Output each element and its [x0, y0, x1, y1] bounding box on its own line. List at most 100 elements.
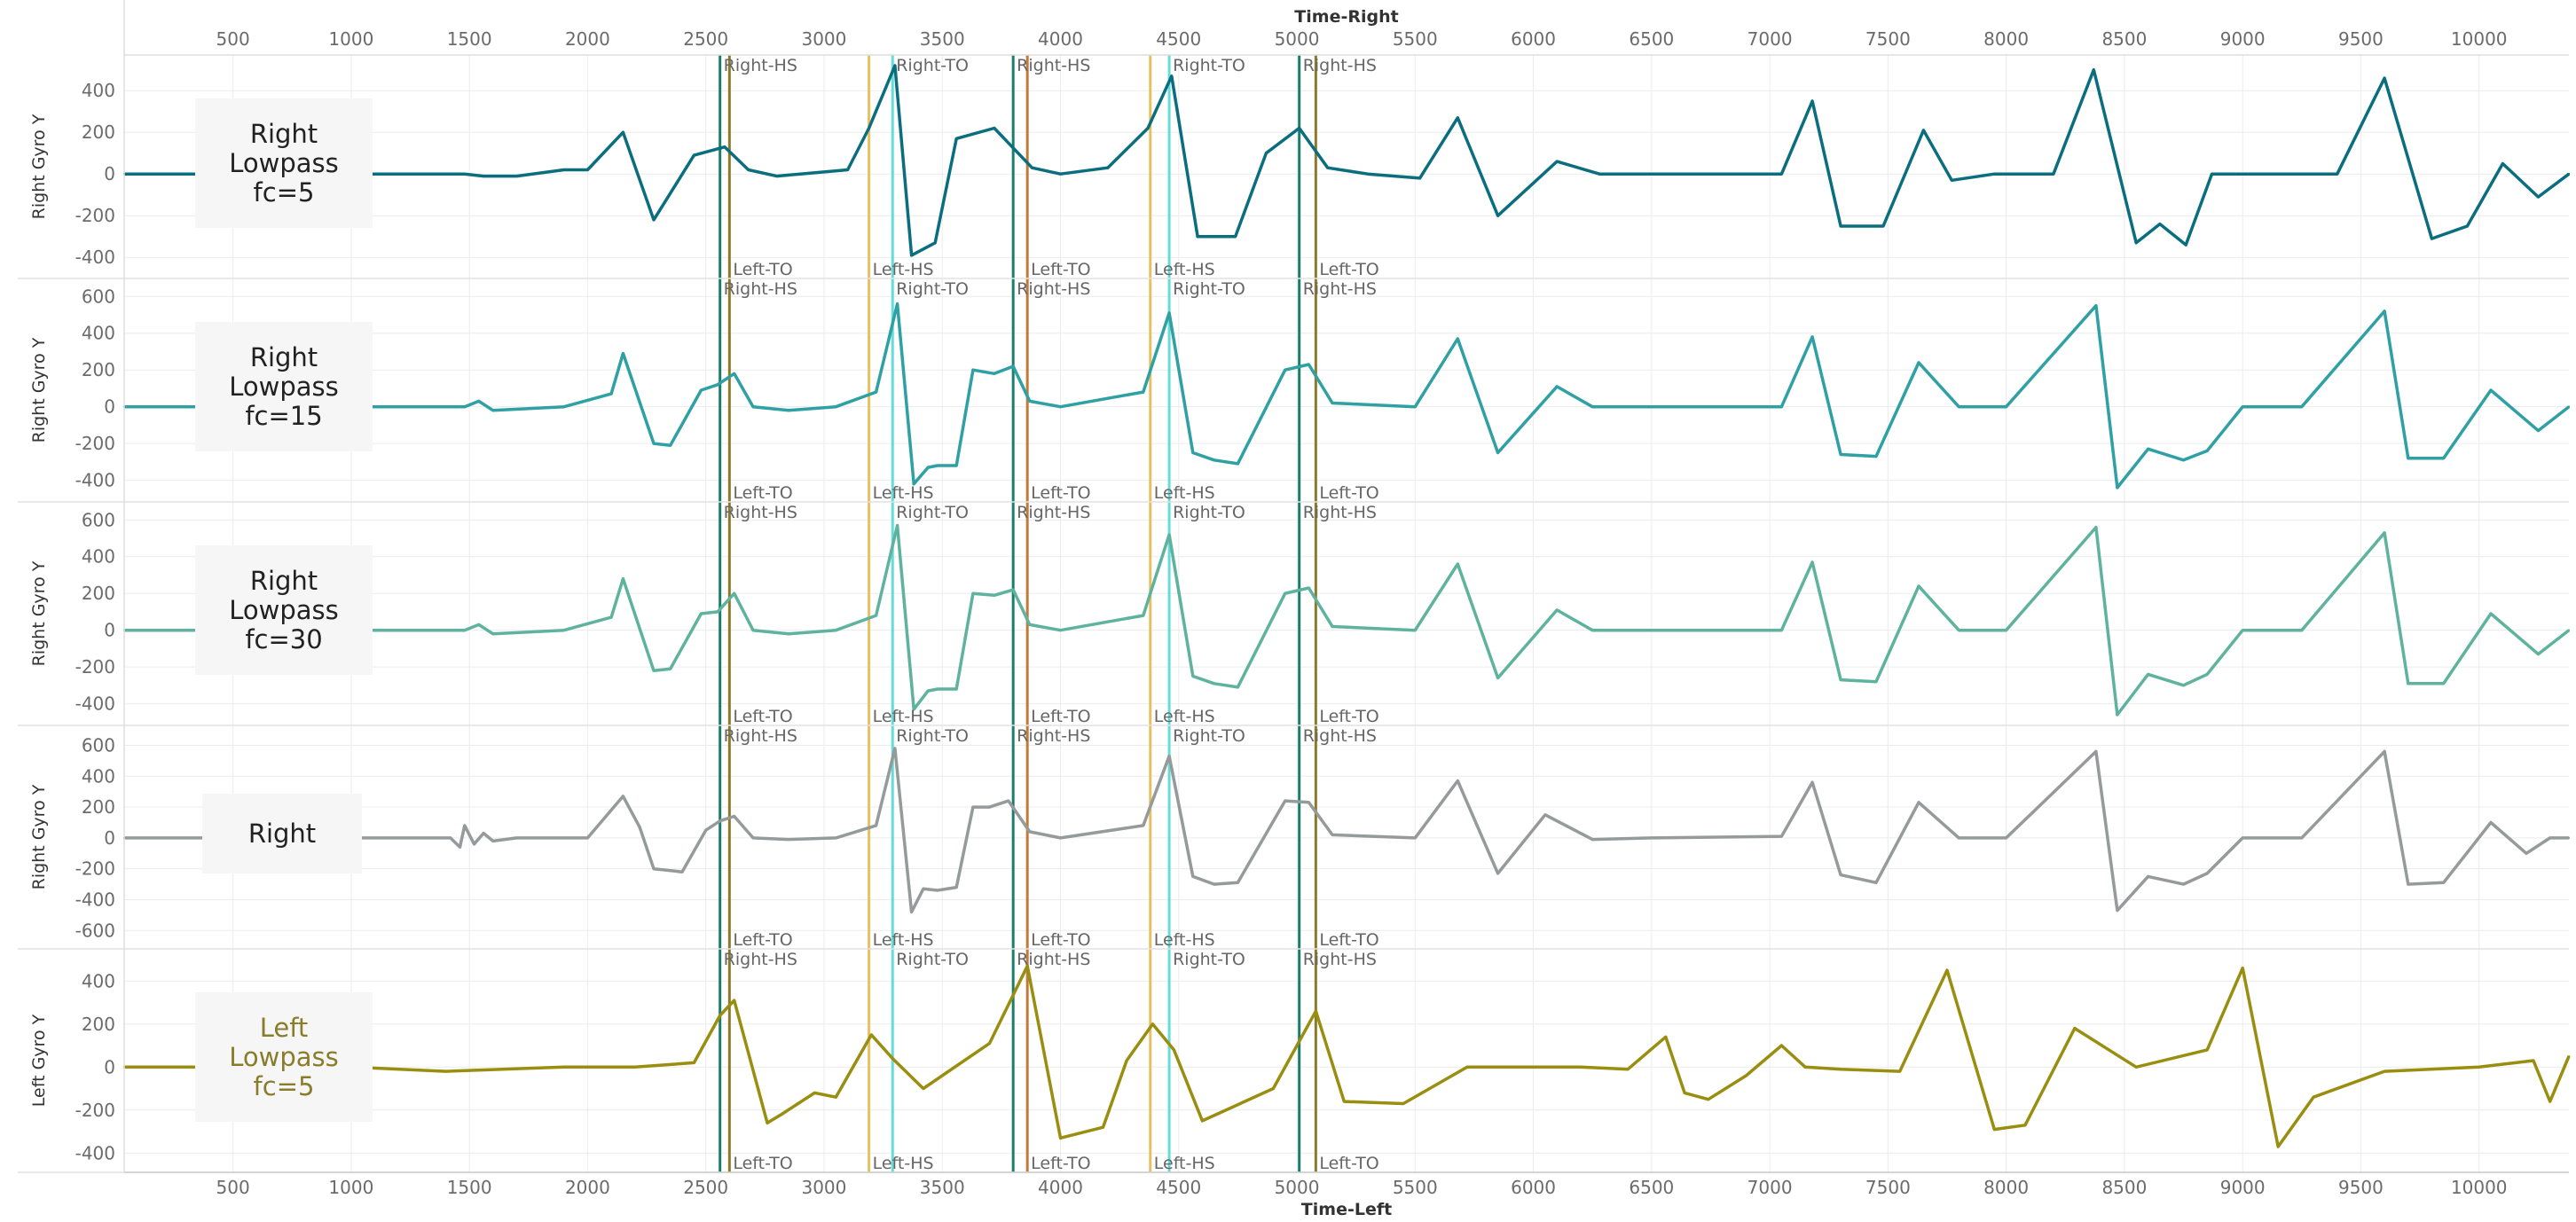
- data-point: [2532, 1059, 2535, 1062]
- data-point: [2407, 682, 2409, 685]
- data-point: [1810, 335, 1814, 339]
- data-point: [1237, 881, 1239, 884]
- data-point: [2135, 1066, 2138, 1069]
- data-point: [2158, 223, 2162, 225]
- data-point: [1366, 173, 1370, 176]
- data-point: [1650, 405, 1653, 408]
- y-axis-title: Right Gyro Y: [29, 114, 49, 219]
- x-tick-label-top: 6500: [1629, 28, 1674, 50]
- data-point: [2116, 713, 2119, 717]
- data-point: [751, 629, 755, 631]
- panel-label: fc=30: [245, 624, 322, 654]
- x-tick-label-top: 4000: [1038, 28, 1083, 50]
- x-tick-label-bottom: 4500: [1156, 1177, 1201, 1198]
- x-tick-label-top: 8000: [1983, 28, 2029, 50]
- data-point: [922, 1087, 925, 1090]
- data-point: [562, 405, 565, 408]
- data-point: [2442, 682, 2445, 685]
- data-point: [1142, 614, 1144, 617]
- event-label: Left-TO: [1319, 483, 1378, 503]
- data-point: [700, 612, 703, 615]
- data-point: [515, 175, 518, 177]
- data-point: [993, 127, 996, 129]
- series-layer: [122, 64, 2571, 1148]
- data-point: [1945, 968, 1949, 972]
- event-label: Left-TO: [1031, 930, 1090, 950]
- data-point: [1780, 629, 1783, 631]
- y-tick-label: 0: [104, 396, 115, 418]
- data-point: [1315, 1010, 1317, 1013]
- event-label: Right-HS: [1017, 56, 1090, 75]
- x-tick-label-bottom: 500: [216, 1177, 250, 1198]
- series-line: [124, 747, 2569, 914]
- data-point: [1496, 872, 1499, 875]
- data-point: [1272, 1087, 1275, 1090]
- data-point: [2005, 405, 2007, 408]
- data-point: [2478, 1066, 2480, 1069]
- data-point: [633, 1066, 636, 1069]
- data-point: [2567, 836, 2571, 840]
- data-point: [2182, 882, 2185, 886]
- panel-label: Right: [250, 119, 318, 149]
- data-point: [2116, 486, 2119, 490]
- data-point: [1707, 1098, 1710, 1101]
- data-point: [1650, 836, 1653, 840]
- y-tick-label: 400: [82, 970, 115, 991]
- data-point: [1331, 402, 1334, 404]
- data-point: [1191, 875, 1194, 878]
- data-point: [1007, 799, 1010, 803]
- panel-label-box: [195, 322, 373, 451]
- x-tick-label-bottom: 3500: [920, 1177, 965, 1198]
- data-point: [927, 689, 930, 693]
- data-point: [1556, 608, 1559, 612]
- data-point: [1839, 678, 1842, 681]
- data-point: [775, 175, 778, 177]
- data-point: [1683, 1092, 1686, 1094]
- data-point: [787, 409, 790, 411]
- data-point: [700, 388, 703, 392]
- data-point: [1874, 881, 1878, 884]
- data-point: [1125, 1059, 1128, 1062]
- x-tick-label-bottom: 7000: [1747, 1177, 1793, 1198]
- data-point: [913, 708, 915, 710]
- x-tick-label-top: 2000: [565, 28, 610, 50]
- x-tick-label-top: 5500: [1393, 28, 1438, 50]
- y-axis-title: Right Gyro Y: [29, 560, 49, 666]
- axes-layer: [18, 0, 2569, 1173]
- y-axis-title: Right Gyro Y: [29, 784, 49, 889]
- x-tick-label-bottom: 2000: [565, 1177, 610, 1198]
- event-label: Right-TO: [1173, 56, 1245, 75]
- data-point: [1650, 629, 1653, 631]
- data-point: [787, 632, 790, 635]
- data-point: [1402, 1102, 1405, 1105]
- x-tick-label-bottom: 1500: [447, 1177, 492, 1198]
- data-point: [1414, 629, 1417, 631]
- data-point: [2094, 304, 2098, 307]
- event-label: Left-HS: [873, 707, 934, 726]
- data-point: [971, 369, 975, 372]
- event-label: Right-TO: [896, 56, 969, 75]
- data-point: [1874, 455, 1878, 458]
- x-tick-label-top: 9500: [2338, 28, 2384, 50]
- event-label: Right-HS: [1303, 56, 1377, 75]
- y-tick-label: 200: [82, 359, 115, 380]
- data-point: [2489, 821, 2493, 824]
- data-point: [1191, 451, 1194, 454]
- data-point: [1664, 1036, 1668, 1038]
- event-label: Left-TO: [1319, 1154, 1378, 1173]
- data-point: [1167, 533, 1171, 537]
- data-point: [1031, 166, 1033, 169]
- event-label: Right-TO: [896, 950, 969, 969]
- x-tick-label-bottom: 6500: [1629, 1177, 1674, 1198]
- data-point: [1958, 836, 1960, 840]
- data-point: [562, 1066, 565, 1069]
- y-tick-label: -200: [75, 433, 115, 454]
- event-lines-layer: [719, 55, 1317, 1172]
- data-point: [1106, 166, 1109, 169]
- y-tick-label: 200: [82, 1014, 115, 1035]
- y-axis-title: Left Gyro Y: [29, 1014, 49, 1107]
- data-point: [2489, 388, 2493, 392]
- event-label: Right-TO: [896, 503, 969, 522]
- data-point: [1993, 173, 1996, 176]
- data-point: [733, 999, 735, 1002]
